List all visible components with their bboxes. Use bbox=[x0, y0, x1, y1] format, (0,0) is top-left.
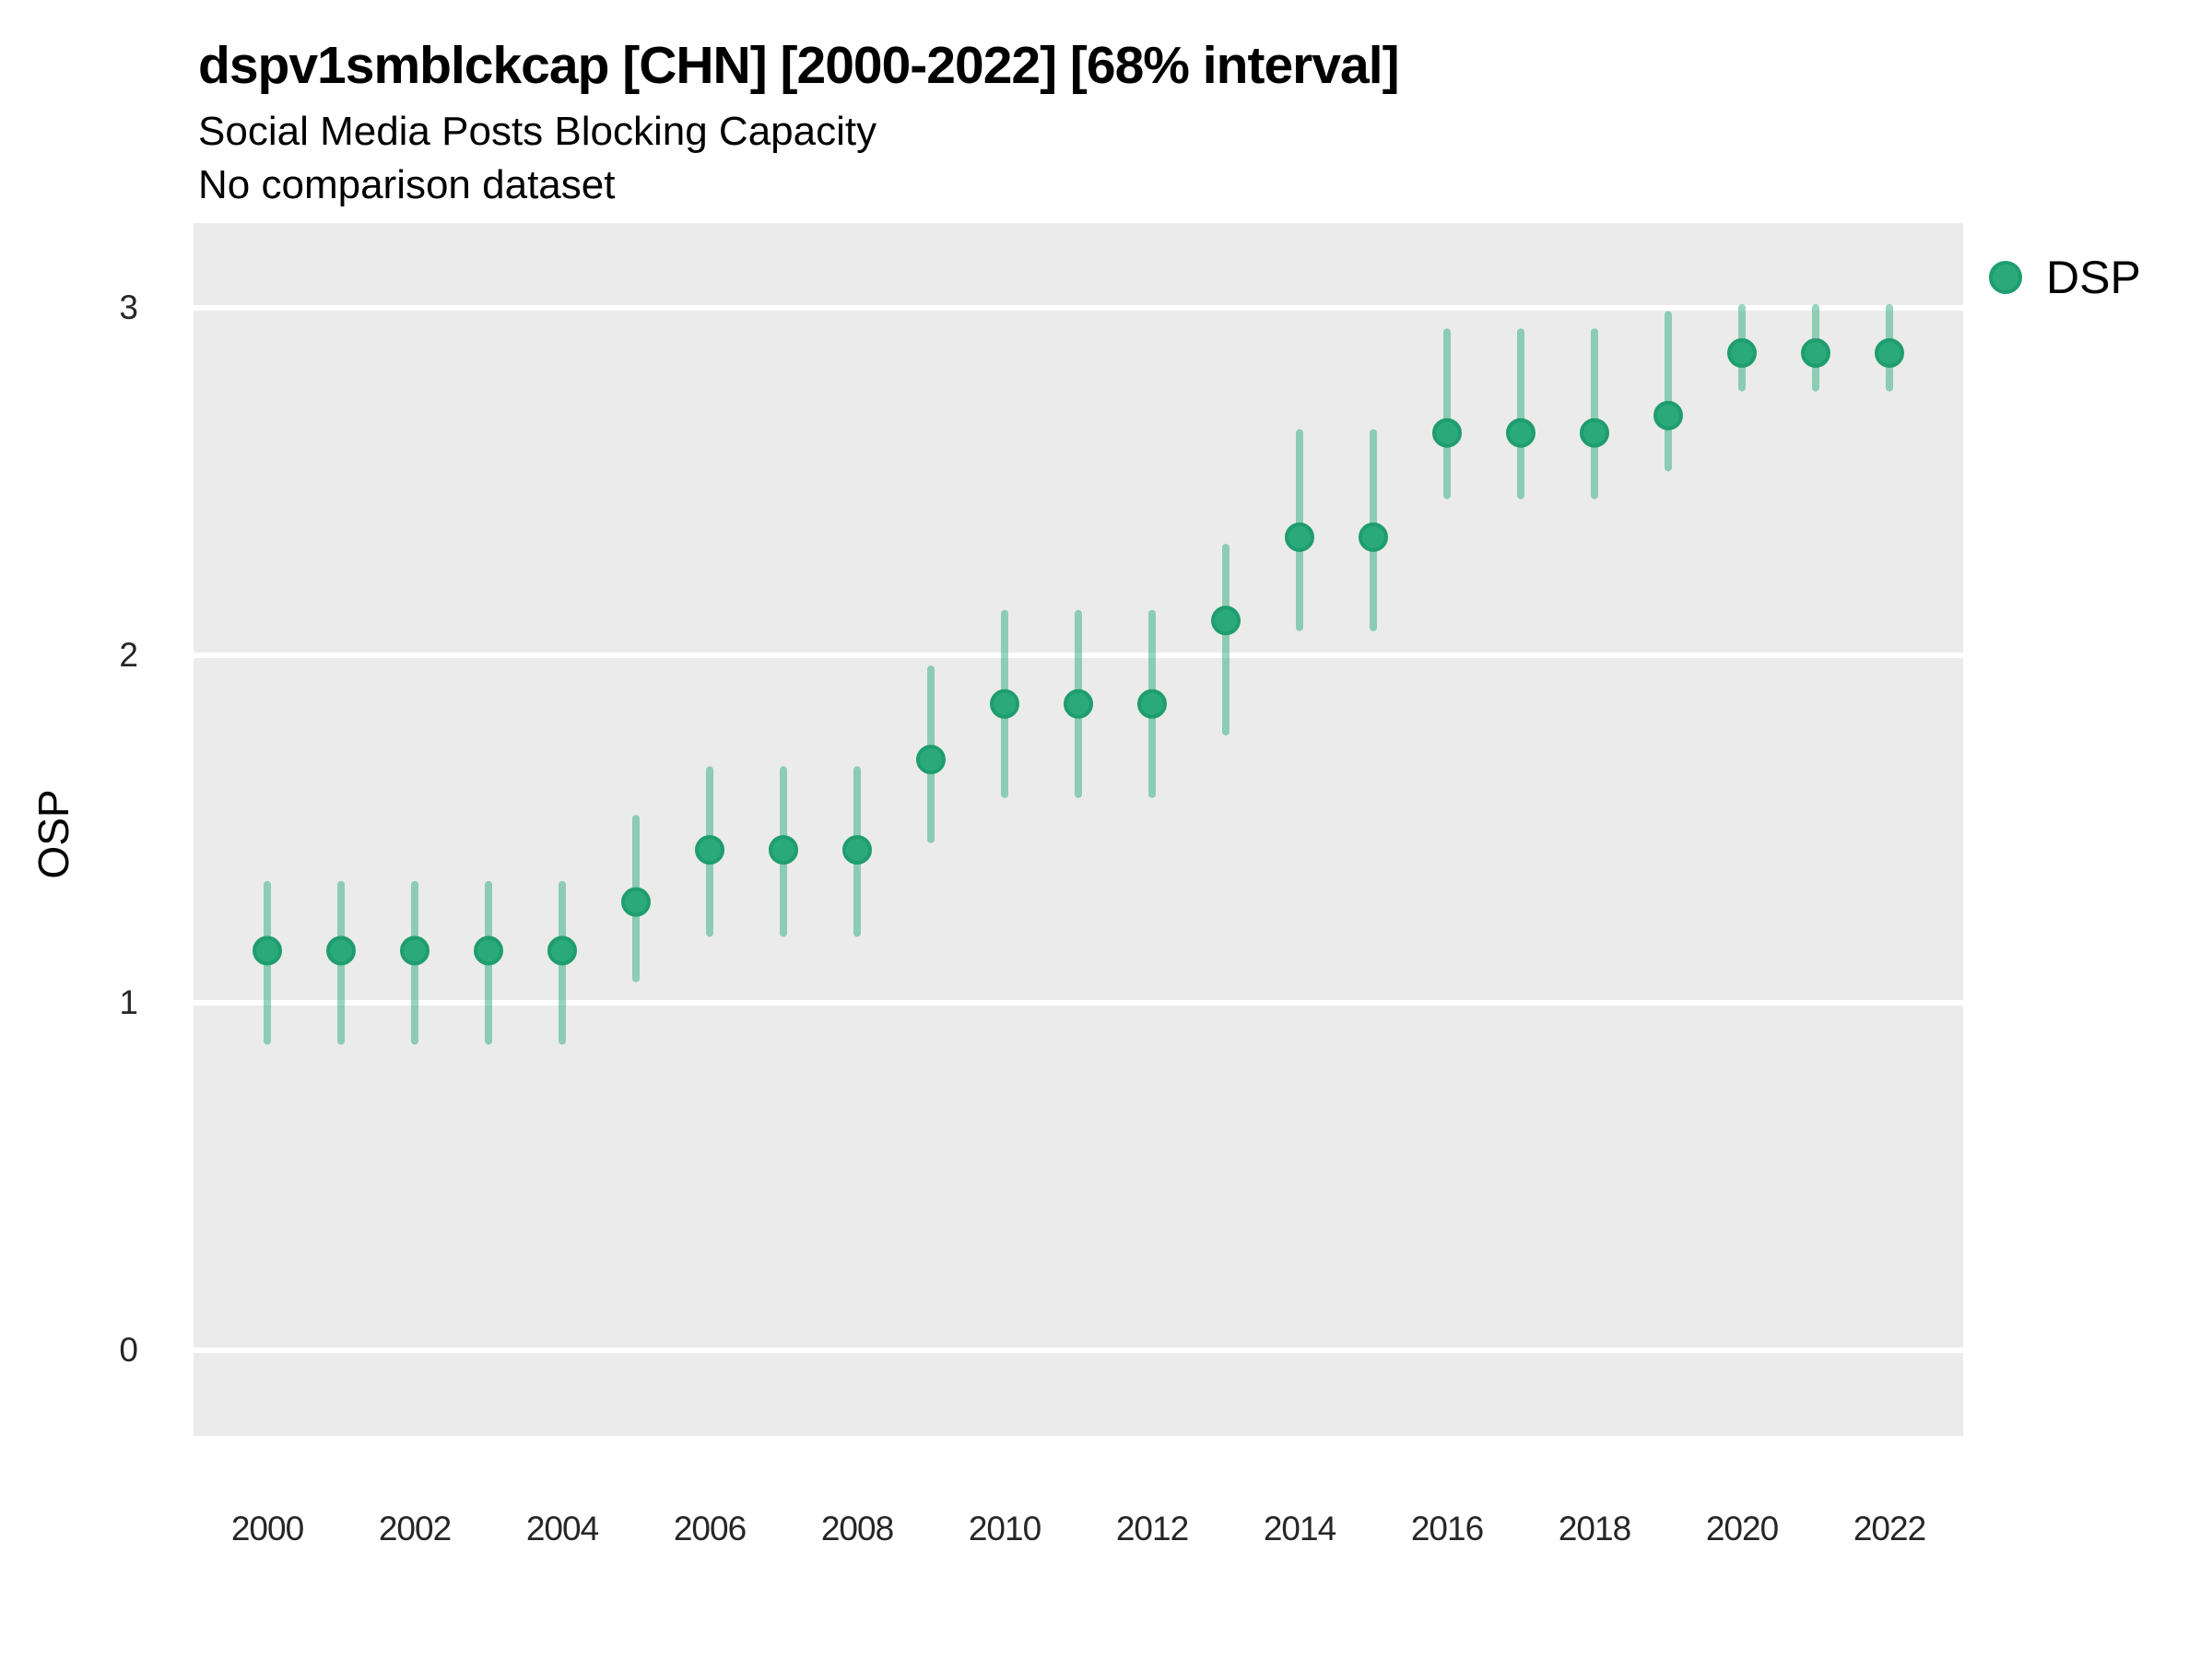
chart-title: dspv1smblckcap [CHN] [2000-2022] [68% in… bbox=[198, 36, 1400, 95]
legend: DSP bbox=[1989, 251, 2141, 304]
x-tick-label-2018: 2018 bbox=[1558, 1510, 1631, 1547]
point-2007 bbox=[769, 835, 798, 865]
chart-note: No comparison dataset bbox=[198, 162, 616, 207]
point-2015 bbox=[1359, 522, 1388, 552]
x-tick-label-2012: 2012 bbox=[1115, 1510, 1189, 1547]
point-2006 bbox=[695, 835, 724, 865]
x-tick-label-2002: 2002 bbox=[378, 1510, 452, 1547]
x-tick-label-2016: 2016 bbox=[1410, 1510, 1484, 1547]
legend-label: DSP bbox=[2046, 252, 2141, 303]
x-tick-label-2006: 2006 bbox=[673, 1510, 747, 1547]
x-tick-label-2008: 2008 bbox=[820, 1510, 894, 1547]
point-2003 bbox=[474, 935, 503, 966]
y-tick-label-0: 0 bbox=[119, 1331, 138, 1369]
y-tick-label-2: 2 bbox=[119, 636, 138, 674]
x-tick-label-2004: 2004 bbox=[525, 1510, 599, 1547]
point-2014 bbox=[1285, 522, 1314, 552]
point-2020 bbox=[1727, 338, 1757, 369]
point-2011 bbox=[1064, 688, 1093, 719]
point-2005 bbox=[621, 887, 651, 917]
gridline-y-3 bbox=[194, 305, 1963, 311]
point-2022 bbox=[1875, 338, 1904, 369]
point-2019 bbox=[1653, 400, 1683, 430]
point-2002 bbox=[400, 935, 429, 966]
x-tick-label-2010: 2010 bbox=[968, 1510, 1041, 1547]
point-2010 bbox=[990, 688, 1019, 719]
point-2000 bbox=[253, 935, 282, 966]
panel-background bbox=[194, 223, 1963, 1436]
legend-point-icon bbox=[1989, 261, 2022, 294]
y-tick-label-1: 1 bbox=[119, 983, 138, 1021]
point-2013 bbox=[1211, 606, 1241, 636]
x-tick-label-2022: 2022 bbox=[1853, 1510, 1926, 1547]
point-2001 bbox=[326, 935, 356, 966]
gridline-y-0 bbox=[194, 1347, 1963, 1353]
point-2012 bbox=[1137, 688, 1167, 719]
chart-subtitle: Social Media Posts Blocking Capacity bbox=[198, 109, 877, 154]
y-tick-label-3: 3 bbox=[119, 288, 138, 326]
x-tick-label-2020: 2020 bbox=[1705, 1510, 1779, 1547]
point-2016 bbox=[1432, 418, 1462, 448]
x-tick-label-2014: 2014 bbox=[1263, 1510, 1336, 1547]
point-2009 bbox=[916, 745, 946, 775]
point-2004 bbox=[547, 935, 577, 966]
gridline-y-1 bbox=[194, 1000, 1963, 1006]
x-tick-label-2000: 2000 bbox=[230, 1510, 304, 1547]
point-2021 bbox=[1801, 338, 1830, 369]
point-2008 bbox=[842, 835, 872, 865]
point-2018 bbox=[1580, 418, 1609, 448]
point-2017 bbox=[1506, 418, 1535, 448]
